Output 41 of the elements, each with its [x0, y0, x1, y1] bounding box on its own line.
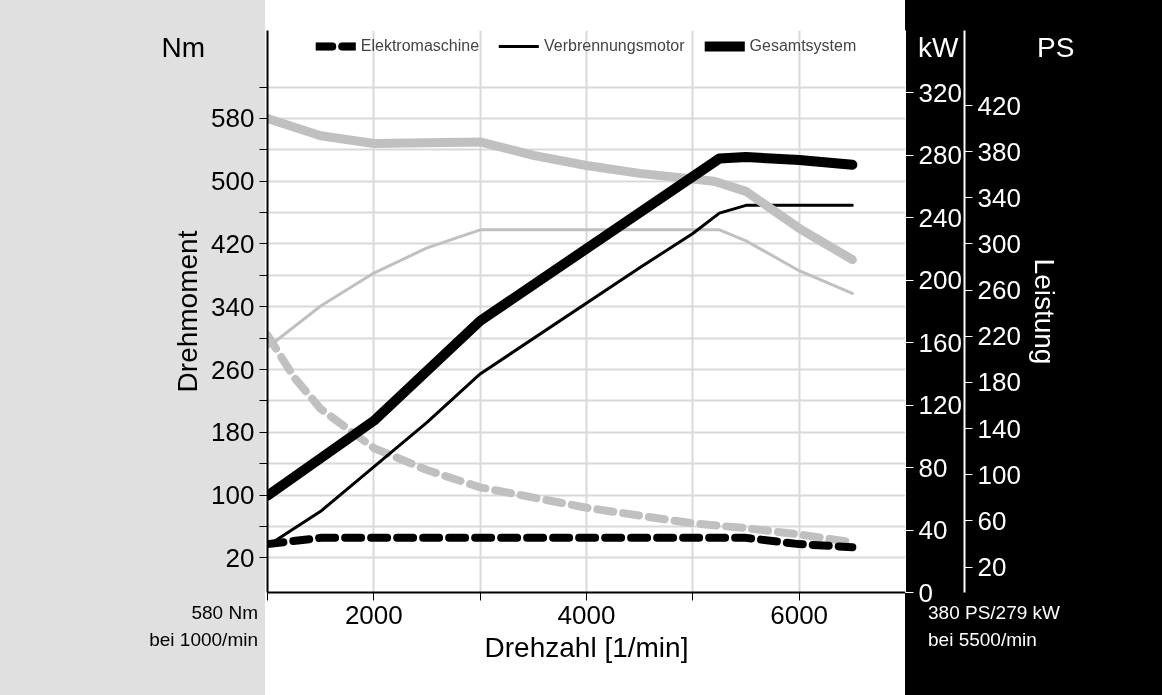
- y-axis-title: Drehmoment: [172, 230, 204, 393]
- y3-tick-label: 140: [977, 413, 1021, 444]
- y3-tick-label: 420: [977, 90, 1021, 121]
- y2-tick-label: 120: [918, 390, 962, 421]
- y2-tick-label: 280: [918, 140, 962, 171]
- y-tick-label: 340: [211, 291, 255, 322]
- x-tick-label: 2000: [344, 599, 403, 630]
- y3-tick-label: 300: [977, 228, 1021, 259]
- annotation: Nm: [161, 31, 205, 65]
- y3-tick-label: 20: [977, 552, 1007, 583]
- y3-axis-title: Leistung: [1028, 258, 1060, 365]
- y2-tick-label: 40: [918, 515, 948, 546]
- y-tick-label: 500: [211, 166, 255, 197]
- y3-tick-label: 340: [977, 182, 1021, 213]
- y3-tick-label: 380: [977, 136, 1021, 167]
- legend-label: Gesamtsystem: [749, 37, 857, 55]
- y-tick-label: 420: [211, 229, 255, 259]
- y3-tick-label: 60: [977, 505, 1007, 536]
- y-tick-label: 260: [211, 354, 255, 385]
- legend-label: Verbrennungsmotor: [544, 37, 685, 55]
- y3-tick-label: 100: [977, 459, 1021, 490]
- y2-tick-label: 320: [918, 77, 962, 108]
- annotation: 380 PS/279 kW bei 5500/min: [928, 602, 1061, 652]
- y2-tick-label: 160: [918, 327, 962, 358]
- x-tick-label: 6000: [770, 599, 829, 630]
- y-tick-label: 180: [211, 417, 255, 448]
- y3-tick-label: 260: [977, 275, 1021, 306]
- annotation: 580 Nm bei 1000/min: [149, 601, 258, 652]
- y3-tick-label: 220: [977, 321, 1021, 352]
- legend-label: Elektromaschine: [360, 37, 480, 55]
- x-tick-label: 4000: [557, 599, 616, 630]
- y2-tick-label: 80: [918, 452, 948, 483]
- y-tick-label: 100: [211, 480, 255, 511]
- y2-tick-label: 240: [918, 202, 962, 233]
- y-tick-label: 20: [225, 542, 255, 573]
- y2-tick-label: 200: [918, 265, 962, 296]
- annotation: PS: [1037, 31, 1075, 65]
- annotation: kW: [918, 31, 959, 65]
- y3-tick-label: 180: [977, 367, 1021, 398]
- x-axis-title: Drehzahl [1/min]: [484, 631, 689, 663]
- y-tick-label: 580: [211, 103, 255, 134]
